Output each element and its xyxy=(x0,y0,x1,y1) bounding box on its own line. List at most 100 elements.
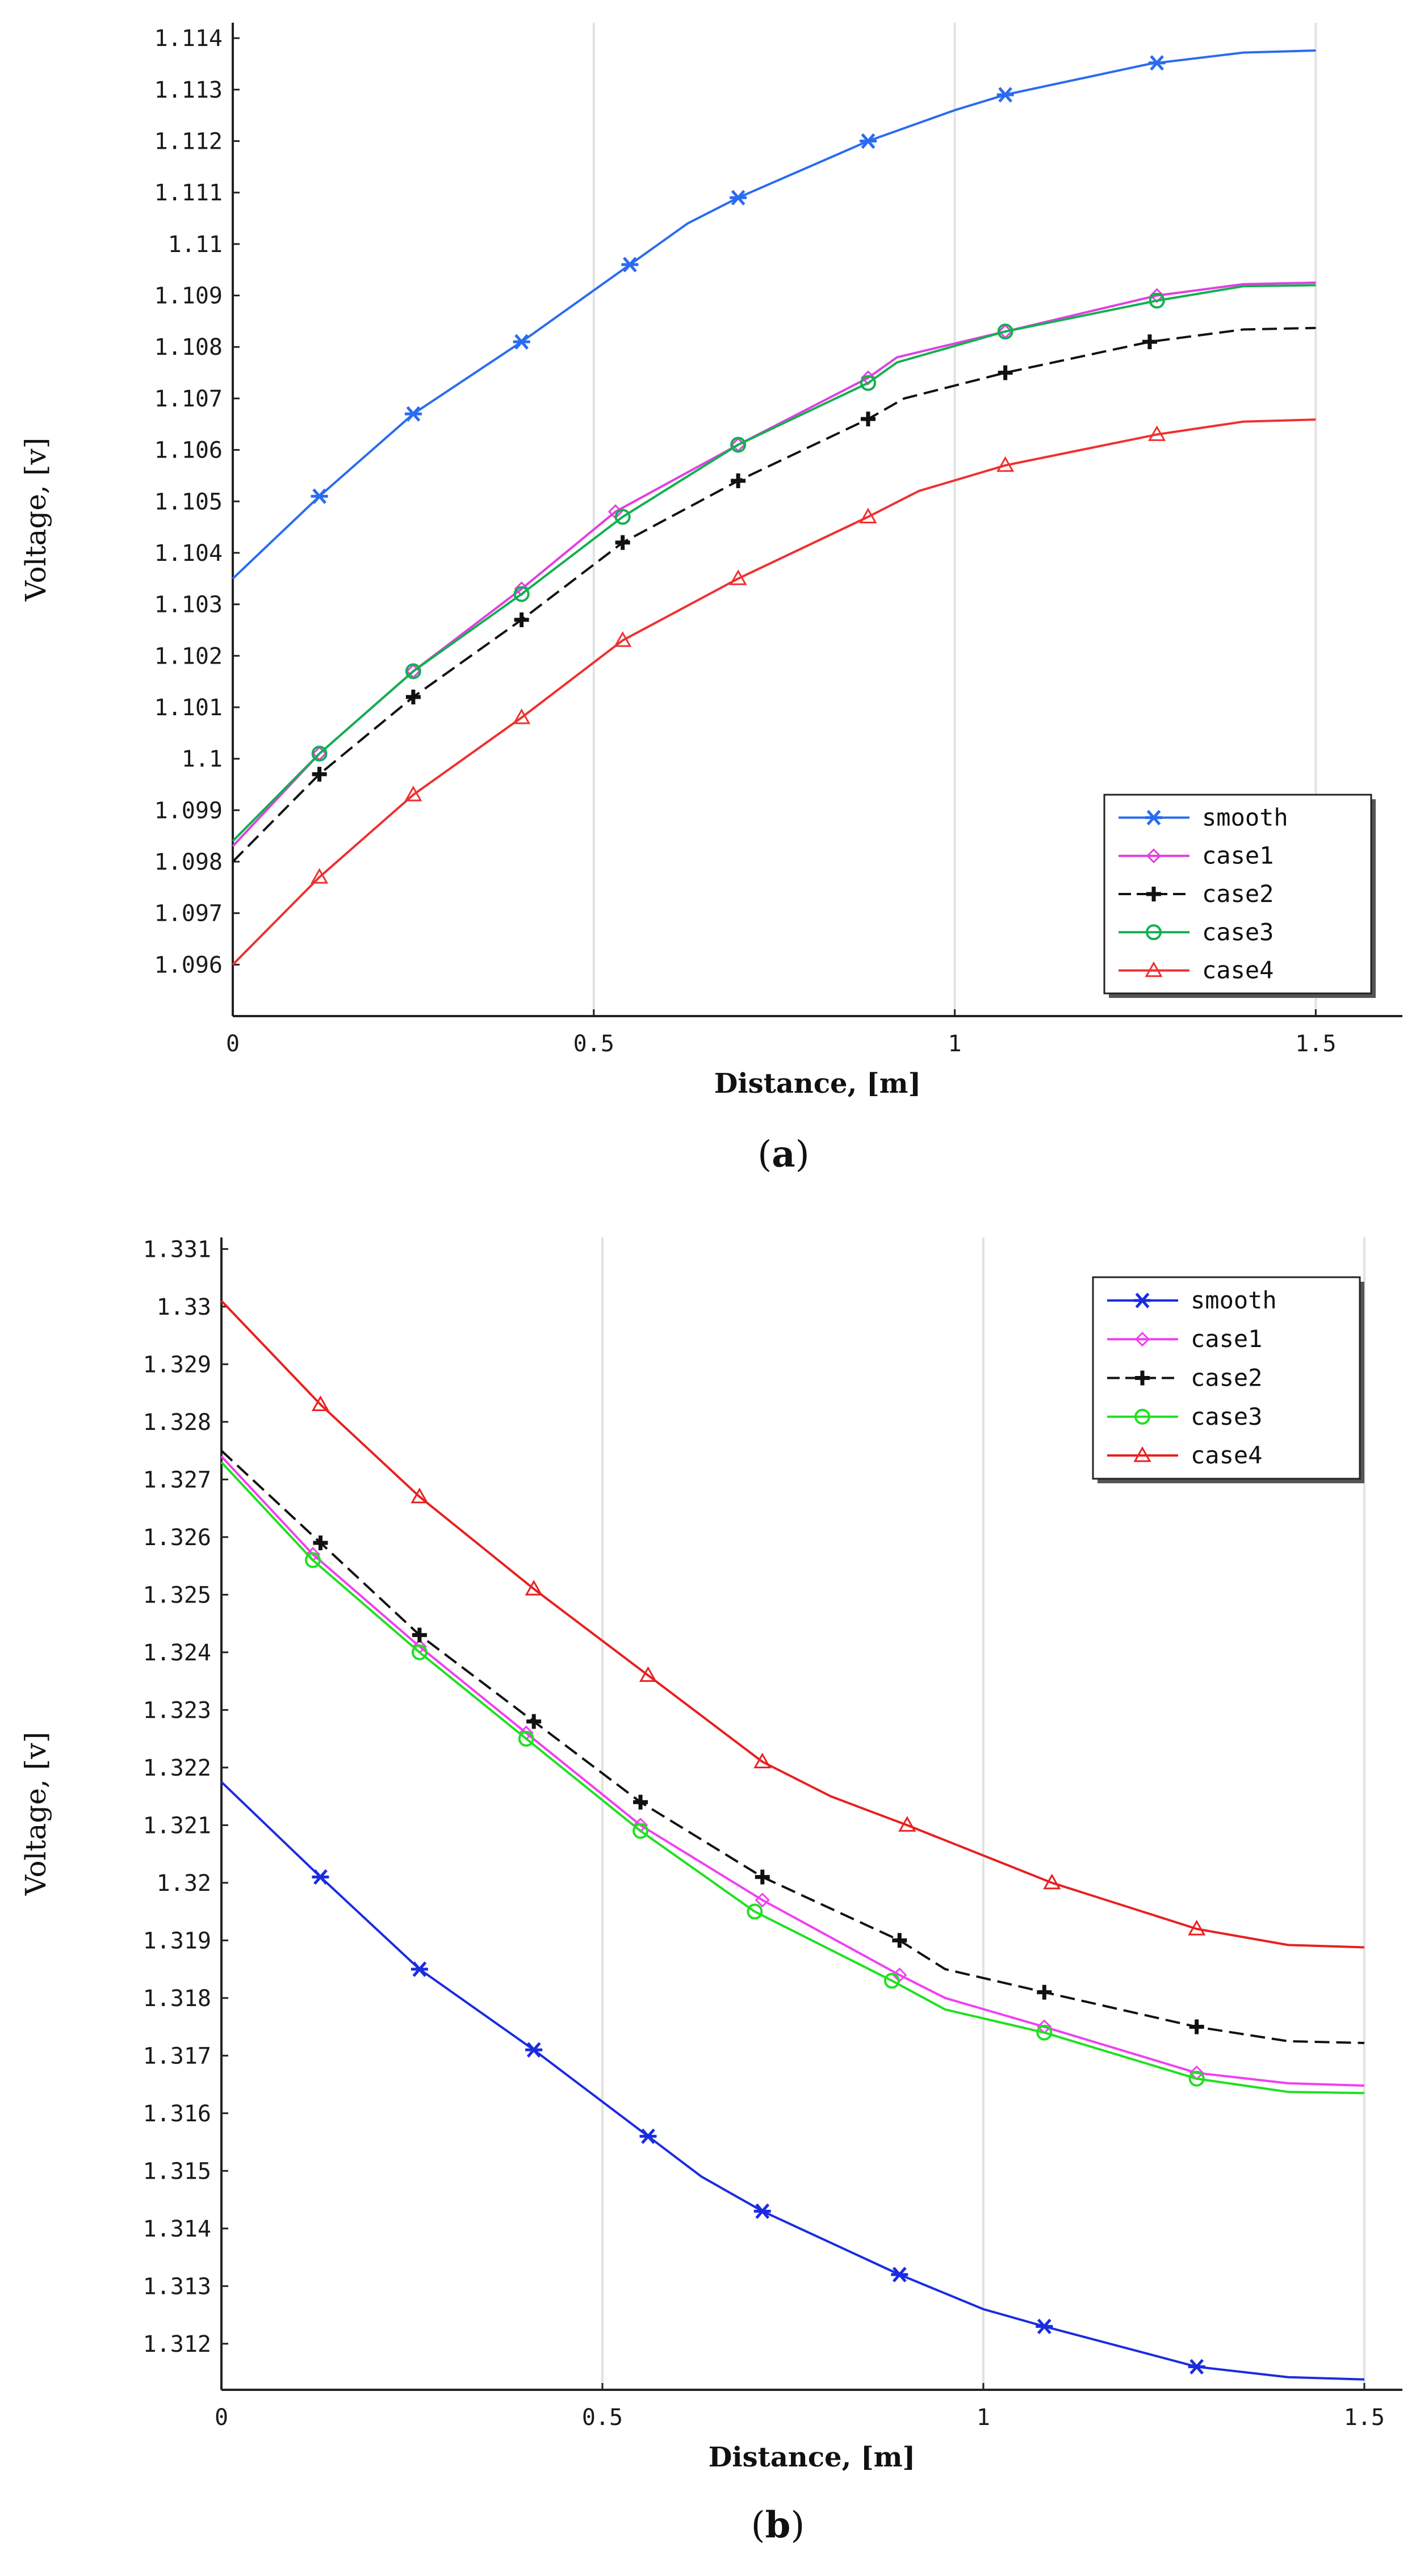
legend-marker-case4 xyxy=(1145,961,1163,977)
series-case3 xyxy=(232,284,1316,842)
y-tick-label: 1.098 xyxy=(154,849,223,875)
x-tick-label: 0 xyxy=(215,2405,228,2431)
y-tick-label: 1.315 xyxy=(143,2158,211,2184)
y-tick-label: 1.323 xyxy=(143,1697,211,1723)
y-tick-label: 1.313 xyxy=(143,2273,211,2300)
data-point-case3 xyxy=(747,1903,763,1920)
series-line-case3 xyxy=(232,284,1316,842)
series-line-case1 xyxy=(220,1455,1364,2087)
data-point-case4 xyxy=(753,1752,772,1769)
panel-label-letter: a xyxy=(772,1133,795,1176)
panel-label: (a) xyxy=(757,1133,809,1176)
legend-label-case1: case1 xyxy=(1191,1325,1262,1353)
x-tick-label: 1.5 xyxy=(1344,2405,1385,2431)
legend-marker-smooth xyxy=(1134,1293,1151,1308)
data-point-smooth xyxy=(1148,55,1166,71)
data-point-case4 xyxy=(404,786,422,802)
legend-label-case4: case4 xyxy=(1191,1441,1262,1469)
data-point-smooth xyxy=(525,2042,543,2058)
series-case2 xyxy=(220,1450,1364,2044)
data-point-case2 xyxy=(633,1794,648,1810)
y-tick-label: 1.103 xyxy=(154,592,223,618)
data-point-case2 xyxy=(313,1535,328,1550)
y-axis-title: Voltage, [v] xyxy=(19,438,52,602)
data-point-case3 xyxy=(614,509,631,525)
legend-label-case2: case2 xyxy=(1202,880,1274,908)
panel-label: (b) xyxy=(751,2504,805,2546)
legend-label-case2: case2 xyxy=(1191,1364,1262,1392)
data-point-case2 xyxy=(755,1869,770,1885)
data-point-case2 xyxy=(1189,2019,1204,2034)
legend-label-case3: case3 xyxy=(1202,918,1274,946)
series-line-case4 xyxy=(232,418,1316,966)
y-tick-label: 1.312 xyxy=(143,2331,211,2357)
data-point-case2 xyxy=(615,535,630,550)
y-tick-label: 1.106 xyxy=(154,438,223,464)
x-tick-label: 1 xyxy=(948,1031,962,1057)
data-point-case4 xyxy=(898,1816,916,1832)
y-tick-label: 1.107 xyxy=(154,386,223,412)
data-point-case3 xyxy=(997,324,1013,340)
data-point-case3 xyxy=(1149,292,1165,309)
legend-marker-case3 xyxy=(1134,1408,1150,1425)
y-tick-label: 1.316 xyxy=(143,2101,211,2127)
y-tick-label: 1.112 xyxy=(154,129,223,155)
data-point-smooth xyxy=(404,406,422,422)
data-point-case4 xyxy=(614,631,632,647)
legend-marker-case4 xyxy=(1133,1446,1151,1462)
series-case2 xyxy=(232,326,1316,863)
data-point-smooth xyxy=(311,488,328,504)
y-tick-label: 1.327 xyxy=(143,1467,211,1493)
series-line-case4 xyxy=(220,1300,1364,1949)
data-point-smooth xyxy=(1188,2359,1205,2375)
data-point-case2 xyxy=(1037,1985,1052,2000)
data-point-case3 xyxy=(411,1644,428,1660)
data-point-case4 xyxy=(311,1395,330,1411)
legend: smooth case1 case2 case3 case4 xyxy=(1092,1276,1364,1483)
x-tick-label: 1.5 xyxy=(1295,1031,1336,1057)
series-case4 xyxy=(220,1300,1364,1949)
data-point-smooth xyxy=(621,257,639,272)
data-point-case3 xyxy=(305,1552,321,1568)
data-point-smooth xyxy=(639,2128,657,2145)
data-point-case3 xyxy=(1188,2070,1205,2087)
y-tick-label: 1.331 xyxy=(143,1236,211,1262)
legend-label-case3: case3 xyxy=(1191,1403,1262,1430)
panel-label-close: ) xyxy=(790,2504,805,2546)
y-tick-label: 1.329 xyxy=(143,1352,211,1378)
data-point-case4 xyxy=(513,708,531,724)
data-point-case1 xyxy=(755,1893,770,1908)
data-point-smooth xyxy=(860,133,877,149)
y-tick-label: 1.322 xyxy=(143,1755,211,1781)
y-tick-label: 1.324 xyxy=(143,1640,211,1666)
data-point-case4 xyxy=(1043,1873,1061,1890)
data-point-case2 xyxy=(998,365,1013,380)
data-point-smooth xyxy=(513,334,530,350)
legend-marker-case2 xyxy=(1146,887,1161,901)
panel-label-open: ( xyxy=(757,1134,772,1176)
data-point-case2 xyxy=(892,1933,907,1948)
y-tick-label: 1.096 xyxy=(154,952,223,978)
data-point-case4 xyxy=(525,1580,543,1596)
data-point-case3 xyxy=(860,375,877,391)
y-tick-label: 1.102 xyxy=(154,643,223,669)
y-tick-label: 1.314 xyxy=(143,2216,211,2242)
y-tick-label: 1.32 xyxy=(157,1870,211,1897)
data-point-smooth xyxy=(312,1869,329,1885)
data-point-case2 xyxy=(312,766,327,782)
x-tick-label: 1 xyxy=(977,2405,990,2431)
y-tick-label: 1.33 xyxy=(157,1294,211,1320)
data-point-case3 xyxy=(632,1823,649,1839)
legend-marker-smooth xyxy=(1145,809,1162,826)
y-tick-label: 1.321 xyxy=(143,1813,211,1839)
x-axis-title: Distance, [m] xyxy=(714,1068,921,1100)
y-tick-label: 1.318 xyxy=(143,1986,211,2012)
series-case3 xyxy=(220,1461,1364,2095)
data-point-case4 xyxy=(410,1487,429,1504)
data-point-case4 xyxy=(1188,1919,1206,1936)
y-tick-label: 1.328 xyxy=(143,1409,211,1436)
y-tick-label: 1.101 xyxy=(154,695,223,721)
data-point-smooth xyxy=(891,2267,908,2283)
legend-marker-case1 xyxy=(1146,848,1162,863)
